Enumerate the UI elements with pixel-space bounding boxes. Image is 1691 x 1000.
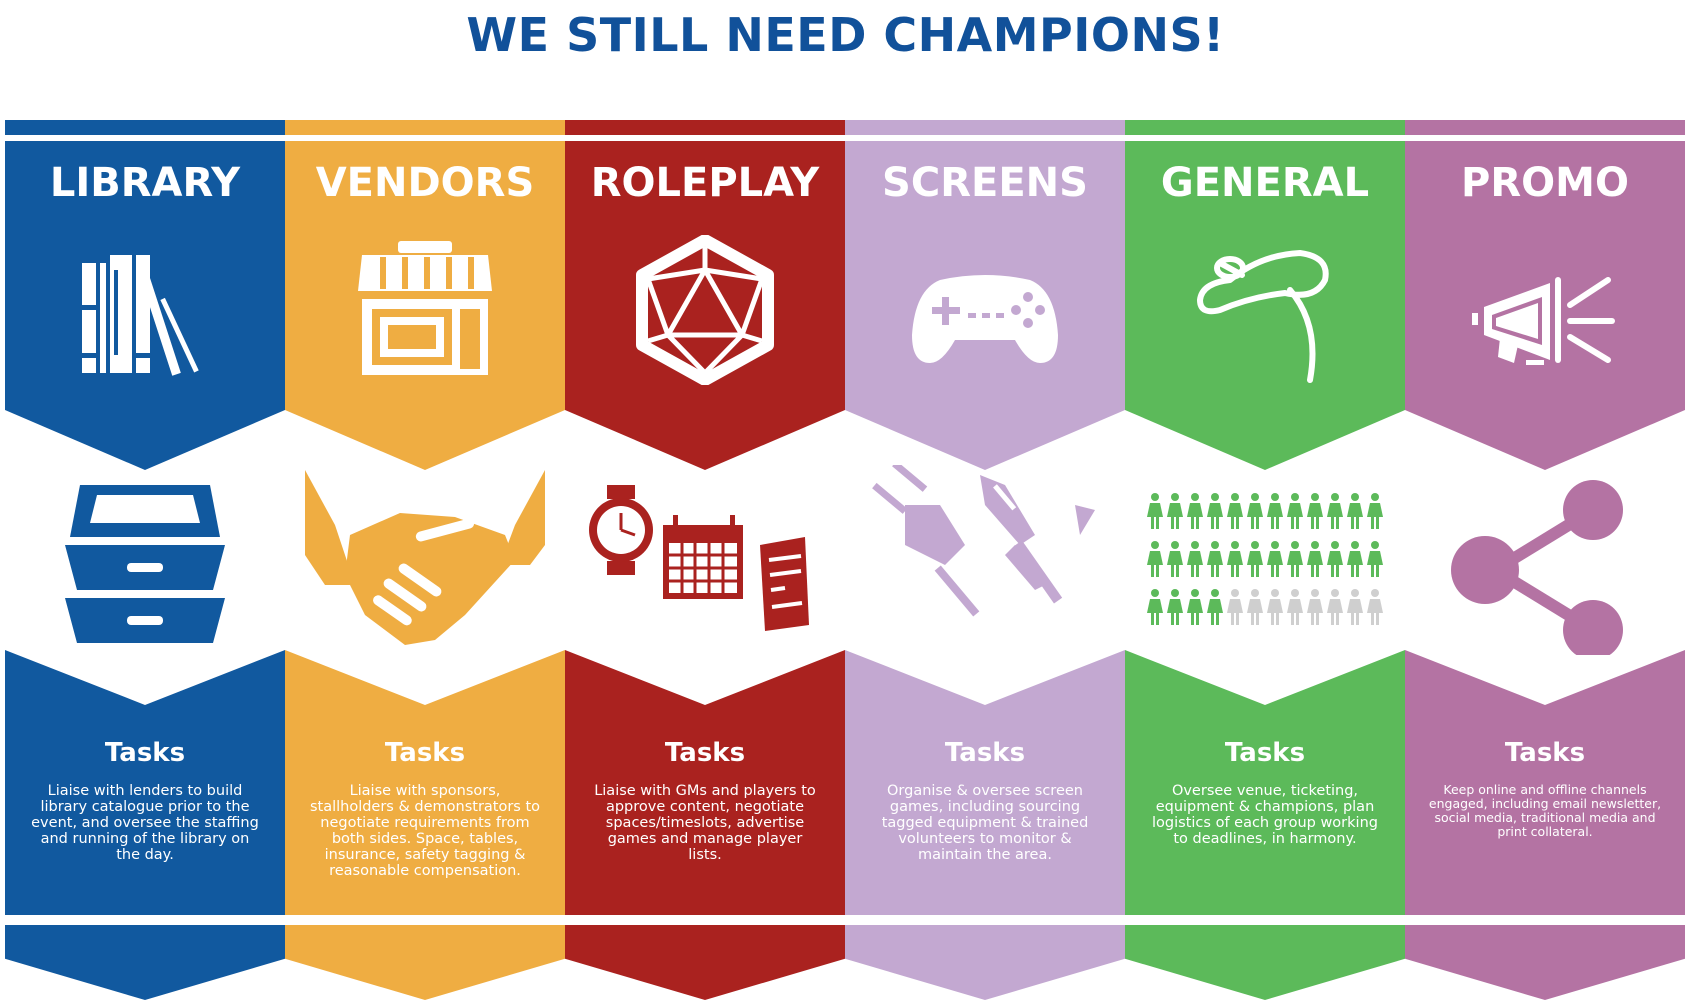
banner-title: ROLEPLAY <box>590 160 820 206</box>
banner-promo: PROMO <box>1405 0 1685 1000</box>
person-figure <box>1327 493 1343 529</box>
banner-title: LIBRARY <box>49 160 241 206</box>
tasks-heading: Tasks <box>1224 738 1306 768</box>
banner-bottom-divider <box>1125 915 1405 925</box>
person-figure <box>1327 589 1343 625</box>
banner-tail <box>565 925 845 1000</box>
person-figure <box>1347 541 1363 577</box>
banner-top-divider <box>1405 135 1685 141</box>
person-figure <box>1187 541 1203 577</box>
banner-bottom-divider <box>845 915 1125 925</box>
person-figure <box>1187 589 1203 625</box>
banner-title: PROMO <box>1461 160 1629 206</box>
banner-tail <box>845 925 1125 1000</box>
handshake-icon <box>305 465 545 655</box>
person-figure <box>1147 541 1163 577</box>
tasks-heading: Tasks <box>1504 738 1586 768</box>
share-icon <box>1425 465 1665 655</box>
tasks-heading: Tasks <box>384 738 466 768</box>
banner-bottom-divider <box>285 915 565 925</box>
person-figure <box>1327 541 1343 577</box>
storefront-icon <box>350 235 500 385</box>
banner-top-divider <box>845 135 1125 141</box>
banner-top-panel <box>285 120 565 470</box>
banner-tail <box>5 925 285 1000</box>
tasks-text: Liaise with sponsors, stallholders & dem… <box>309 783 541 879</box>
person-figure <box>1367 589 1383 625</box>
watch-calendar-notes-icon <box>585 465 825 655</box>
banner-bottom-divider <box>565 915 845 925</box>
tasks-text: Liaise with GMs and players to approve c… <box>594 783 816 863</box>
person-figure <box>1267 541 1283 577</box>
banner-roleplay: ROLEPLAY <box>565 0 845 1000</box>
person-figure <box>1227 541 1243 577</box>
person-figure <box>1287 493 1303 529</box>
person-figure <box>1367 541 1383 577</box>
books-icon <box>70 235 220 385</box>
banner-tail <box>1125 925 1405 1000</box>
person-figure <box>1147 493 1163 529</box>
banner-top-divider <box>1125 135 1405 141</box>
game-controller-icon <box>910 235 1060 385</box>
banner-screens: SCREENS <box>845 0 1125 1000</box>
person-figure <box>1227 493 1243 529</box>
banner-top-panel <box>565 120 845 470</box>
person-figure <box>1187 493 1203 529</box>
lasso-icon <box>1190 235 1340 385</box>
banner-vendors: VENDORS <box>285 0 565 1000</box>
person-figure <box>1267 493 1283 529</box>
banner-title: GENERAL <box>1160 160 1370 206</box>
banner-title: SCREENS <box>882 160 1088 206</box>
person-figure <box>1207 541 1223 577</box>
person-figure <box>1307 541 1323 577</box>
person-figure <box>1287 541 1303 577</box>
person-figure <box>1287 589 1303 625</box>
tasks-text: Liaise with lenders to build library cat… <box>31 783 259 863</box>
megaphone-icon <box>1470 235 1620 385</box>
banner-top-divider <box>5 135 285 141</box>
banner-tail <box>285 925 565 1000</box>
person-figure <box>1347 589 1363 625</box>
banner-title: VENDORS <box>315 160 535 206</box>
person-figure <box>1347 493 1363 529</box>
banner-library: LIBRARY <box>5 0 285 1000</box>
person-figure <box>1367 493 1383 529</box>
d20-dice-icon <box>630 235 780 385</box>
person-figure <box>1147 589 1163 625</box>
person-figure <box>1307 589 1323 625</box>
banner-tail <box>1405 925 1685 1000</box>
tasks-heading: Tasks <box>944 738 1026 768</box>
person-figure <box>1227 589 1243 625</box>
person-figure <box>1167 589 1183 625</box>
banner-top-divider <box>565 135 845 141</box>
person-figure <box>1247 541 1263 577</box>
person-figure <box>1167 493 1183 529</box>
page-title: WE STILL NEED CHAMPIONS! <box>466 8 1225 62</box>
plug-screwdriver-tools-icon <box>865 465 1105 655</box>
banner-general: GENERAL Tasks Oversee venue, ticketing, … <box>1125 0 1405 1000</box>
tasks-heading: Tasks <box>664 738 746 768</box>
person-figure <box>1207 589 1223 625</box>
person-figure <box>1247 589 1263 625</box>
person-figure <box>1167 541 1183 577</box>
people-grid-icon <box>1145 465 1385 655</box>
banner-bottom-divider <box>5 915 285 925</box>
person-figure <box>1307 493 1323 529</box>
person-figure <box>1207 493 1223 529</box>
person-figure <box>1267 589 1283 625</box>
tasks-heading: Tasks <box>104 738 186 768</box>
tasks-text: Keep online and offline channels engaged… <box>1428 782 1662 839</box>
card-catalog-drawers-icon <box>25 465 265 655</box>
banner-top-divider <box>285 135 565 141</box>
tasks-text: Oversee venue, ticketing, equipment & ch… <box>1152 783 1378 847</box>
person-figure <box>1247 493 1263 529</box>
banner-bottom-divider <box>1405 915 1685 925</box>
tasks-text: Organise & oversee screen games, includi… <box>881 783 1089 863</box>
